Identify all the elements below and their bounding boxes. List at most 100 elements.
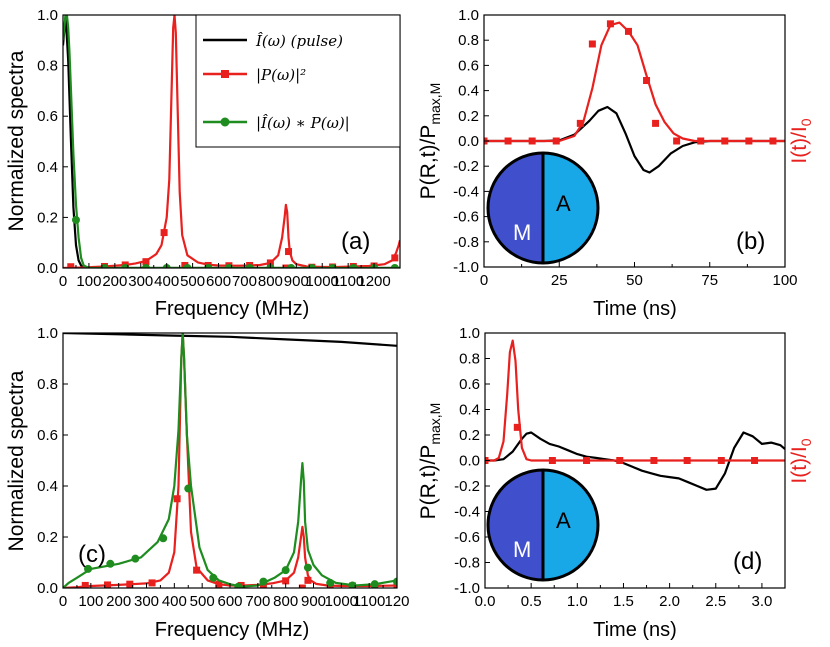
- series-marker-conv: [71, 215, 80, 224]
- series-marker-conv: [106, 559, 115, 568]
- panel-a-yticks: 0.0 0.2 0.4 0.6 0.8 1.0: [37, 7, 68, 277]
- x-tick-label: 900: [284, 273, 309, 290]
- legend-marker-conv: [220, 117, 230, 127]
- series-marker-conv: [349, 264, 358, 268]
- panel-b-label: (b): [736, 228, 765, 255]
- x-tick-label: 0.5: [521, 593, 542, 610]
- legend-box: [195, 14, 401, 148]
- y-tick-label: 0.8: [37, 58, 58, 75]
- x-tick-label: 0: [59, 273, 67, 290]
- x-tick-label: 1100: [353, 593, 385, 610]
- x-tick-label: 100: [772, 272, 797, 289]
- y-tick-label: 0.2: [37, 209, 58, 226]
- series-marker-conv: [209, 573, 218, 582]
- series-marker-P: [148, 579, 156, 587]
- x-tick-label: 800: [258, 273, 283, 290]
- y-tick-label: -0.8: [453, 234, 479, 251]
- series-marker-I(t): [751, 457, 759, 464]
- legend-label-p: |P(ω)|²: [256, 66, 306, 84]
- y-tick-label: 0.8: [459, 351, 480, 368]
- series-line-pulse: [63, 333, 397, 347]
- x-tick-label: 100: [78, 593, 103, 610]
- series-line-P(R,t): [484, 105, 785, 174]
- series-marker-I(t): [673, 137, 681, 145]
- series-marker-I(t): [576, 119, 584, 127]
- x-tick-label: 400: [162, 593, 187, 610]
- series-marker-P: [282, 577, 290, 585]
- x-tick-label: 2.5: [705, 593, 726, 610]
- x-tick-label: 1100: [332, 273, 364, 290]
- series-marker-conv: [131, 554, 140, 563]
- y-tick-label: -0.4: [454, 504, 480, 521]
- series-marker-conv: [234, 582, 243, 588]
- y-tick-label: 0.8: [37, 376, 58, 393]
- y-tick-label: 0.6: [459, 376, 480, 393]
- series-marker-conv: [204, 264, 213, 268]
- series-marker-I(t): [745, 137, 753, 145]
- y-tick-label: 0.4: [37, 478, 58, 495]
- x-tick-label: 1.0: [567, 593, 588, 610]
- panel-d-m-label: M: [513, 537, 531, 562]
- y-tick-label: 0.0: [37, 580, 58, 597]
- panel-b-ylabel-right-sub: 0: [798, 118, 814, 126]
- x-tick-label: 200: [106, 593, 131, 610]
- y-tick-label: 0.6: [458, 57, 479, 74]
- panel-d-ylabel-main: P(R,t)/P: [417, 445, 440, 520]
- series-marker-P: [67, 263, 75, 268]
- series-line-P(R,t): [485, 431, 785, 491]
- series-marker-conv: [393, 577, 397, 586]
- x-tick-label: 25: [551, 272, 568, 289]
- series-marker-conv: [84, 564, 93, 573]
- series-line-pulse: [63, 15, 400, 268]
- series-marker-conv: [307, 264, 316, 268]
- panel-b-ylabel-right-main: I(t)/I: [788, 126, 811, 163]
- y-tick-label: -0.2: [454, 478, 480, 495]
- series-marker-conv: [183, 264, 192, 268]
- y-tick-label: -0.6: [454, 529, 480, 546]
- series-marker-conv: [159, 534, 168, 543]
- x-tick-label: 600: [206, 273, 231, 290]
- panel-d-ylabel-right-main: I(t)/I: [788, 446, 811, 483]
- panel-b-ylabel: P(R,t)/Pmax,M: [417, 83, 443, 200]
- y-tick-label: -0.4: [453, 183, 479, 200]
- y-tick-label: -0.6: [453, 209, 479, 226]
- series-marker-I(t): [504, 137, 512, 145]
- panel-b-m-half: [488, 153, 543, 263]
- series-marker-conv: [326, 578, 335, 587]
- series-marker-I(t): [552, 137, 560, 145]
- panel-b-a-half: [543, 153, 598, 263]
- x-tick-label: 120: [384, 593, 409, 610]
- x-tick-label: 0.0: [475, 593, 496, 610]
- y-tick-label: 0.4: [458, 83, 479, 100]
- y-tick-label: 0.6: [37, 108, 58, 125]
- panel-d-xticks: 0.0 0.5 1.0 1.5 2.0 2.5 3.0: [475, 583, 772, 610]
- series-marker-I(t): [652, 119, 660, 127]
- svg-text:P(R,t)/Pmax,M: P(R,t)/Pmax,M: [417, 403, 443, 520]
- y-tick-label: 0.6: [37, 427, 58, 444]
- series-marker-conv: [121, 264, 130, 268]
- series-marker-I(t): [616, 457, 624, 464]
- y-tick-label: 0.8: [458, 32, 479, 49]
- series-line-conv: [63, 333, 397, 588]
- panel-b-m-label: M: [513, 220, 531, 245]
- y-tick-label: 1.0: [458, 7, 479, 24]
- x-tick-label: 300: [128, 273, 153, 290]
- series-marker-I(t): [624, 27, 632, 35]
- x-tick-label: 1000: [325, 593, 358, 610]
- panel-c-label: (c): [78, 541, 106, 568]
- panel-d-ylabel-sub: max,M: [427, 403, 443, 445]
- legend-label-pulse: Î(ω) (pulse): [255, 32, 343, 50]
- series-marker-P: [285, 248, 293, 256]
- x-tick-label: 900: [301, 593, 326, 610]
- panel-d-m-half: [488, 470, 543, 580]
- panel-b-a-label: A: [556, 191, 571, 216]
- series-marker-P: [215, 580, 223, 588]
- x-tick-label: 400: [154, 273, 179, 290]
- panel-d-ylabel-right: I(t)/I0: [788, 438, 814, 483]
- series-marker-I(t): [583, 457, 591, 464]
- series-marker-P: [142, 258, 150, 266]
- series-marker-P: [304, 576, 312, 584]
